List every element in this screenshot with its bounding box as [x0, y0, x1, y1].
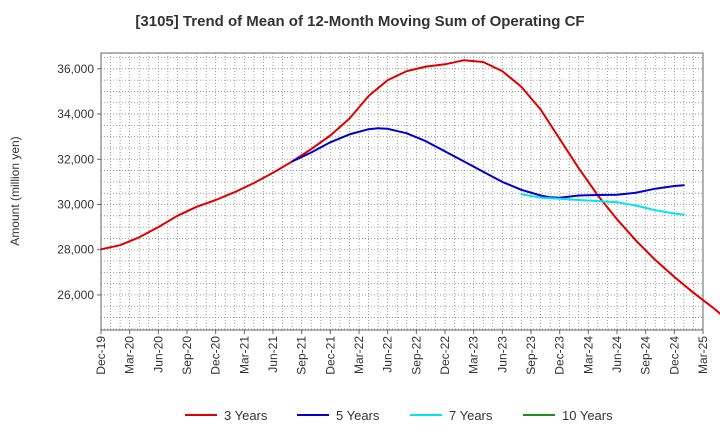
- x-tick-label: Jun-23: [495, 336, 509, 373]
- legend: 3 Years 5 Years 7 Years 10 Years: [185, 408, 613, 423]
- plot-border: [100, 52, 704, 331]
- x-tick-label: Sep-20: [180, 336, 194, 375]
- plot-area: [101, 53, 703, 330]
- x-tick-label: Mar-22: [352, 336, 366, 374]
- y-tick-label: 34,000: [57, 107, 94, 121]
- x-tick-label: Sep-22: [409, 336, 423, 375]
- x-tick-label: Dec-22: [438, 336, 452, 375]
- series-line-7-years: [520, 193, 685, 216]
- x-tick-label: Dec-23: [553, 336, 567, 375]
- series-lines: [100, 59, 720, 315]
- x-tick-label: Jun-24: [610, 336, 624, 373]
- x-tick-label: Dec-20: [209, 336, 223, 375]
- legend-label: 5 Years: [336, 408, 380, 423]
- y-tick-label: 32,000: [57, 152, 94, 166]
- x-tick-label: Sep-24: [639, 336, 653, 375]
- x-tick-label: Jun-22: [381, 336, 395, 373]
- series-line-3-years: [100, 59, 720, 315]
- x-tick-label: Mar-21: [237, 336, 251, 374]
- y-gridlines: [101, 57, 703, 330]
- y-tick-label: 28,000: [57, 243, 94, 257]
- y-axis-label: Amount (million yen): [8, 136, 22, 245]
- x-tick-label: Dec-19: [94, 336, 108, 375]
- x-tick-label: Mar-23: [467, 336, 481, 374]
- x-tick-label: Dec-21: [323, 336, 337, 375]
- x-tick-label: Mar-20: [123, 336, 137, 374]
- series-line-5-years: [291, 127, 685, 199]
- y-tick-label: 30,000: [57, 198, 94, 212]
- x-tick-label: Jun-21: [266, 336, 280, 373]
- x-axis-ticks: Dec-19 Mar-20 Jun-20 Sep-20 Dec-20 Mar-21 Jun-…: [94, 330, 710, 375]
- x-tick-label: Mar-24: [581, 336, 595, 374]
- x-tick-label: Sep-23: [524, 336, 538, 375]
- y-axis-ticks: 26,000 28,000 30,000 32,000 34,000 36,000: [57, 62, 101, 302]
- x-tick-label: Jun-20: [151, 336, 165, 373]
- chart-title: [3105] Trend of Mean of 12-Month Moving …: [135, 13, 585, 30]
- legend-label: 3 Years: [224, 408, 268, 423]
- x-tick-label: Mar-25: [696, 336, 710, 374]
- y-tick-label: 26,000: [57, 288, 94, 302]
- y-tick-label: 36,000: [57, 62, 94, 76]
- legend-label: 7 Years: [449, 408, 493, 423]
- x-tick-label: Sep-21: [295, 336, 309, 375]
- legend-label: 10 Years: [562, 408, 613, 423]
- x-tick-label: Dec-24: [667, 336, 681, 375]
